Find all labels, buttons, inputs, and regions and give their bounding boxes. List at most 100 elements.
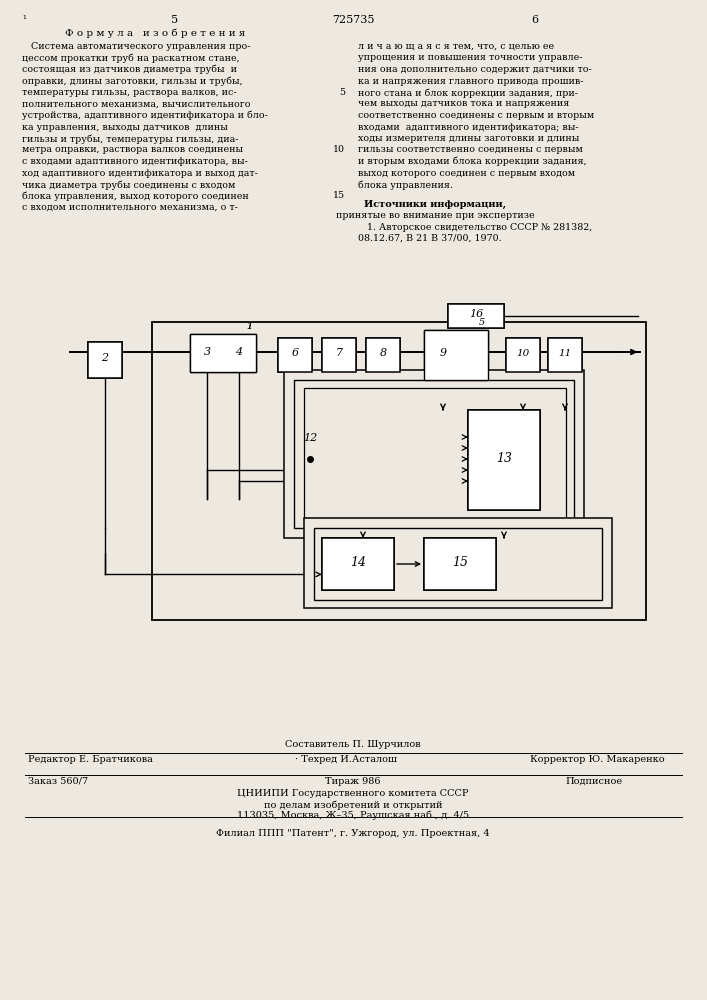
Text: 11: 11 <box>559 349 572 358</box>
Text: метра оправки, раствора валков соединены: метра оправки, раствора валков соединены <box>22 145 243 154</box>
Text: Ф о р м у л а   и з о б р е т е н и я: Ф о р м у л а и з о б р е т е н и я <box>65 28 245 37</box>
Text: 8: 8 <box>380 348 387 358</box>
Text: Составитель П. Шурчилов: Составитель П. Шурчилов <box>285 740 421 749</box>
Text: 1: 1 <box>247 322 253 331</box>
Text: 9: 9 <box>440 348 447 358</box>
Text: 1. Авторское свидетельство СССР № 281382,: 1. Авторское свидетельство СССР № 281382… <box>358 223 592 232</box>
Bar <box>194 339 220 369</box>
Bar <box>448 304 504 328</box>
Text: 16: 16 <box>469 309 483 319</box>
Text: блока управления.: блока управления. <box>358 180 453 190</box>
Text: по делам изобретений и открытий: по делам изобретений и открытий <box>264 800 443 810</box>
Text: ка и напряжения главного привода прошив-: ка и напряжения главного привода прошив- <box>358 77 583 86</box>
Text: 14: 14 <box>350 556 366 568</box>
Text: 7: 7 <box>335 348 343 358</box>
Text: цессом прокатки труб на раскатном стане,: цессом прокатки труб на раскатном стане, <box>22 53 240 63</box>
Text: 5: 5 <box>479 318 485 327</box>
Bar <box>152 322 646 620</box>
Bar <box>304 388 566 520</box>
Bar <box>304 518 612 608</box>
Bar <box>226 339 252 369</box>
Bar <box>366 338 400 372</box>
Bar <box>468 410 540 510</box>
Bar <box>322 538 394 590</box>
Bar <box>322 338 356 372</box>
Bar <box>88 342 122 378</box>
Bar <box>314 528 602 600</box>
Bar <box>448 304 504 328</box>
Text: 4: 4 <box>235 347 243 357</box>
Text: 5: 5 <box>339 88 345 97</box>
Text: Источники информации,: Источники информации, <box>364 200 506 209</box>
Text: 15: 15 <box>333 192 345 200</box>
Text: 1: 1 <box>247 322 253 331</box>
Text: принятые во внимание при экспертизе: принятые во внимание при экспертизе <box>336 211 534 220</box>
Text: ¹: ¹ <box>22 15 26 24</box>
Text: 13: 13 <box>496 452 512 464</box>
Text: Система автоматического управления про-: Система автоматического управления про- <box>22 42 250 51</box>
Bar <box>88 342 122 378</box>
Bar <box>322 538 394 590</box>
Text: 5: 5 <box>171 15 179 25</box>
Text: 5: 5 <box>479 318 485 327</box>
Text: 113035, Москва, Ж–35, Раушская наб., д. 4/5: 113035, Москва, Ж–35, Раушская наб., д. … <box>237 811 469 820</box>
Text: выход которого соединен с первым входом: выход которого соединен с первым входом <box>358 168 575 178</box>
Text: и вторым входами блока коррекции задания,: и вторым входами блока коррекции задания… <box>358 157 587 166</box>
Text: · Техред И.Асталош: · Техред И.Асталош <box>295 755 397 764</box>
Bar <box>424 330 488 380</box>
Bar <box>278 338 312 372</box>
Text: состоящая из датчиков диаметра трубы  и: состоящая из датчиков диаметра трубы и <box>22 65 237 75</box>
Text: 16: 16 <box>469 309 483 319</box>
Text: Тираж 986: Тираж 986 <box>325 777 381 786</box>
Bar <box>424 538 496 590</box>
Text: 14: 14 <box>350 556 366 568</box>
Bar <box>226 339 252 369</box>
Bar <box>468 410 540 510</box>
Bar <box>366 338 400 372</box>
Text: 10: 10 <box>333 145 345 154</box>
Text: чем выходы датчиков тока и напряжения: чем выходы датчиков тока и напряжения <box>358 100 569 108</box>
Text: ния она дополнительно содержит датчики то-: ния она дополнительно содержит датчики т… <box>358 65 592 74</box>
Text: Подписное: Подписное <box>565 777 622 786</box>
Text: входами  адаптивного идентификатора; вы-: входами адаптивного идентификатора; вы- <box>358 122 578 131</box>
Text: 2: 2 <box>101 353 109 363</box>
Text: с входами адаптивного идентификатора, вы-: с входами адаптивного идентификатора, вы… <box>22 157 248 166</box>
Text: полнительного механизма, вычислительного: полнительного механизма, вычислительного <box>22 100 250 108</box>
Text: Корректор Ю. Макаренко: Корректор Ю. Макаренко <box>530 755 665 764</box>
Bar <box>468 410 540 510</box>
Text: ка управления, выходы датчиков  длины: ка управления, выходы датчиков длины <box>22 122 228 131</box>
Text: 10: 10 <box>516 349 530 358</box>
Text: 3: 3 <box>204 347 211 357</box>
Text: гильзы и трубы, температуры гильзы, диа-: гильзы и трубы, температуры гильзы, диа- <box>22 134 238 143</box>
Text: устройства, адаптивного идентификатора и бло-: устройства, адаптивного идентификатора и… <box>22 111 268 120</box>
Text: ходы измерителя длины заготовки и длины: ходы измерителя длины заготовки и длины <box>358 134 579 143</box>
Text: л и ч а ю щ а я с я тем, что, с целью ее: л и ч а ю щ а я с я тем, что, с целью ее <box>358 42 554 51</box>
Bar <box>548 338 582 372</box>
Text: с входом исполнительного механизма, о т-: с входом исполнительного механизма, о т- <box>22 203 238 212</box>
Text: 08.12.67, В 21 В 37/00, 1970.: 08.12.67, В 21 В 37/00, 1970. <box>358 234 502 243</box>
Bar <box>548 338 582 372</box>
Bar <box>424 538 496 590</box>
Bar <box>429 336 457 374</box>
Text: 12: 12 <box>303 433 317 443</box>
Text: 13: 13 <box>496 452 512 464</box>
Text: 4: 4 <box>235 347 243 357</box>
Bar <box>190 334 256 372</box>
Text: Редактор Е. Братчикова: Редактор Е. Братчикова <box>28 755 153 764</box>
Bar <box>322 338 356 372</box>
Bar <box>429 336 457 374</box>
Text: 6: 6 <box>291 348 298 358</box>
Bar <box>424 330 488 380</box>
Text: 11: 11 <box>559 349 572 358</box>
Text: 3: 3 <box>204 347 211 357</box>
Bar <box>194 339 220 369</box>
Text: 15: 15 <box>452 556 468 568</box>
Bar <box>424 538 496 590</box>
Text: 7: 7 <box>335 348 343 358</box>
Text: 2: 2 <box>101 353 109 363</box>
Text: ного стана и блок коррекции задания, при-: ного стана и блок коррекции задания, при… <box>358 88 578 98</box>
Text: ход адаптивного идентификатора и выход дат-: ход адаптивного идентификатора и выход д… <box>22 168 258 178</box>
Text: Филиал ППП "Патент", г. Ужгород, ул. Проектная, 4: Филиал ППП "Патент", г. Ужгород, ул. Про… <box>216 829 490 838</box>
Text: соответственно соединены с первым и вторым: соответственно соединены с первым и втор… <box>358 111 595 120</box>
Text: упрощения и повышения точности управле-: упрощения и повышения точности управле- <box>358 53 583 62</box>
